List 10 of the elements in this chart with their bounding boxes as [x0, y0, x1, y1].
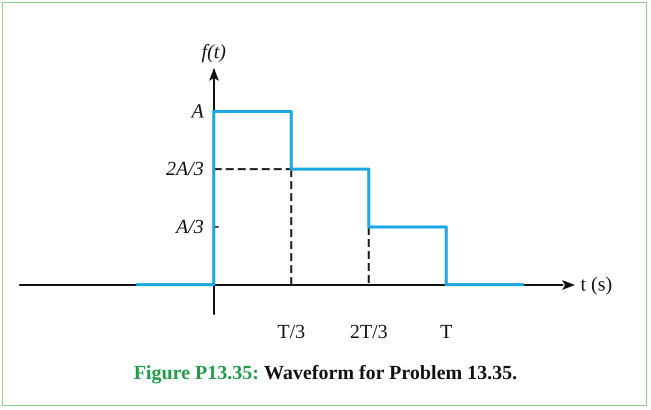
x-tick-label: T: [440, 321, 452, 343]
annotation: 2A/3: [166, 158, 204, 180]
annotation: A/3: [174, 216, 204, 238]
text: Waveform for Problem 13.35.: [264, 362, 518, 384]
x-tick-label: 2T/3: [350, 321, 388, 343]
annotation: A: [190, 100, 205, 123]
x-tick-label: T/3: [277, 321, 306, 343]
text: Figure P13.35:: [134, 362, 259, 384]
x-axis-title: t (s): [580, 274, 612, 296]
y-axis-title: f(t): [202, 41, 226, 63]
